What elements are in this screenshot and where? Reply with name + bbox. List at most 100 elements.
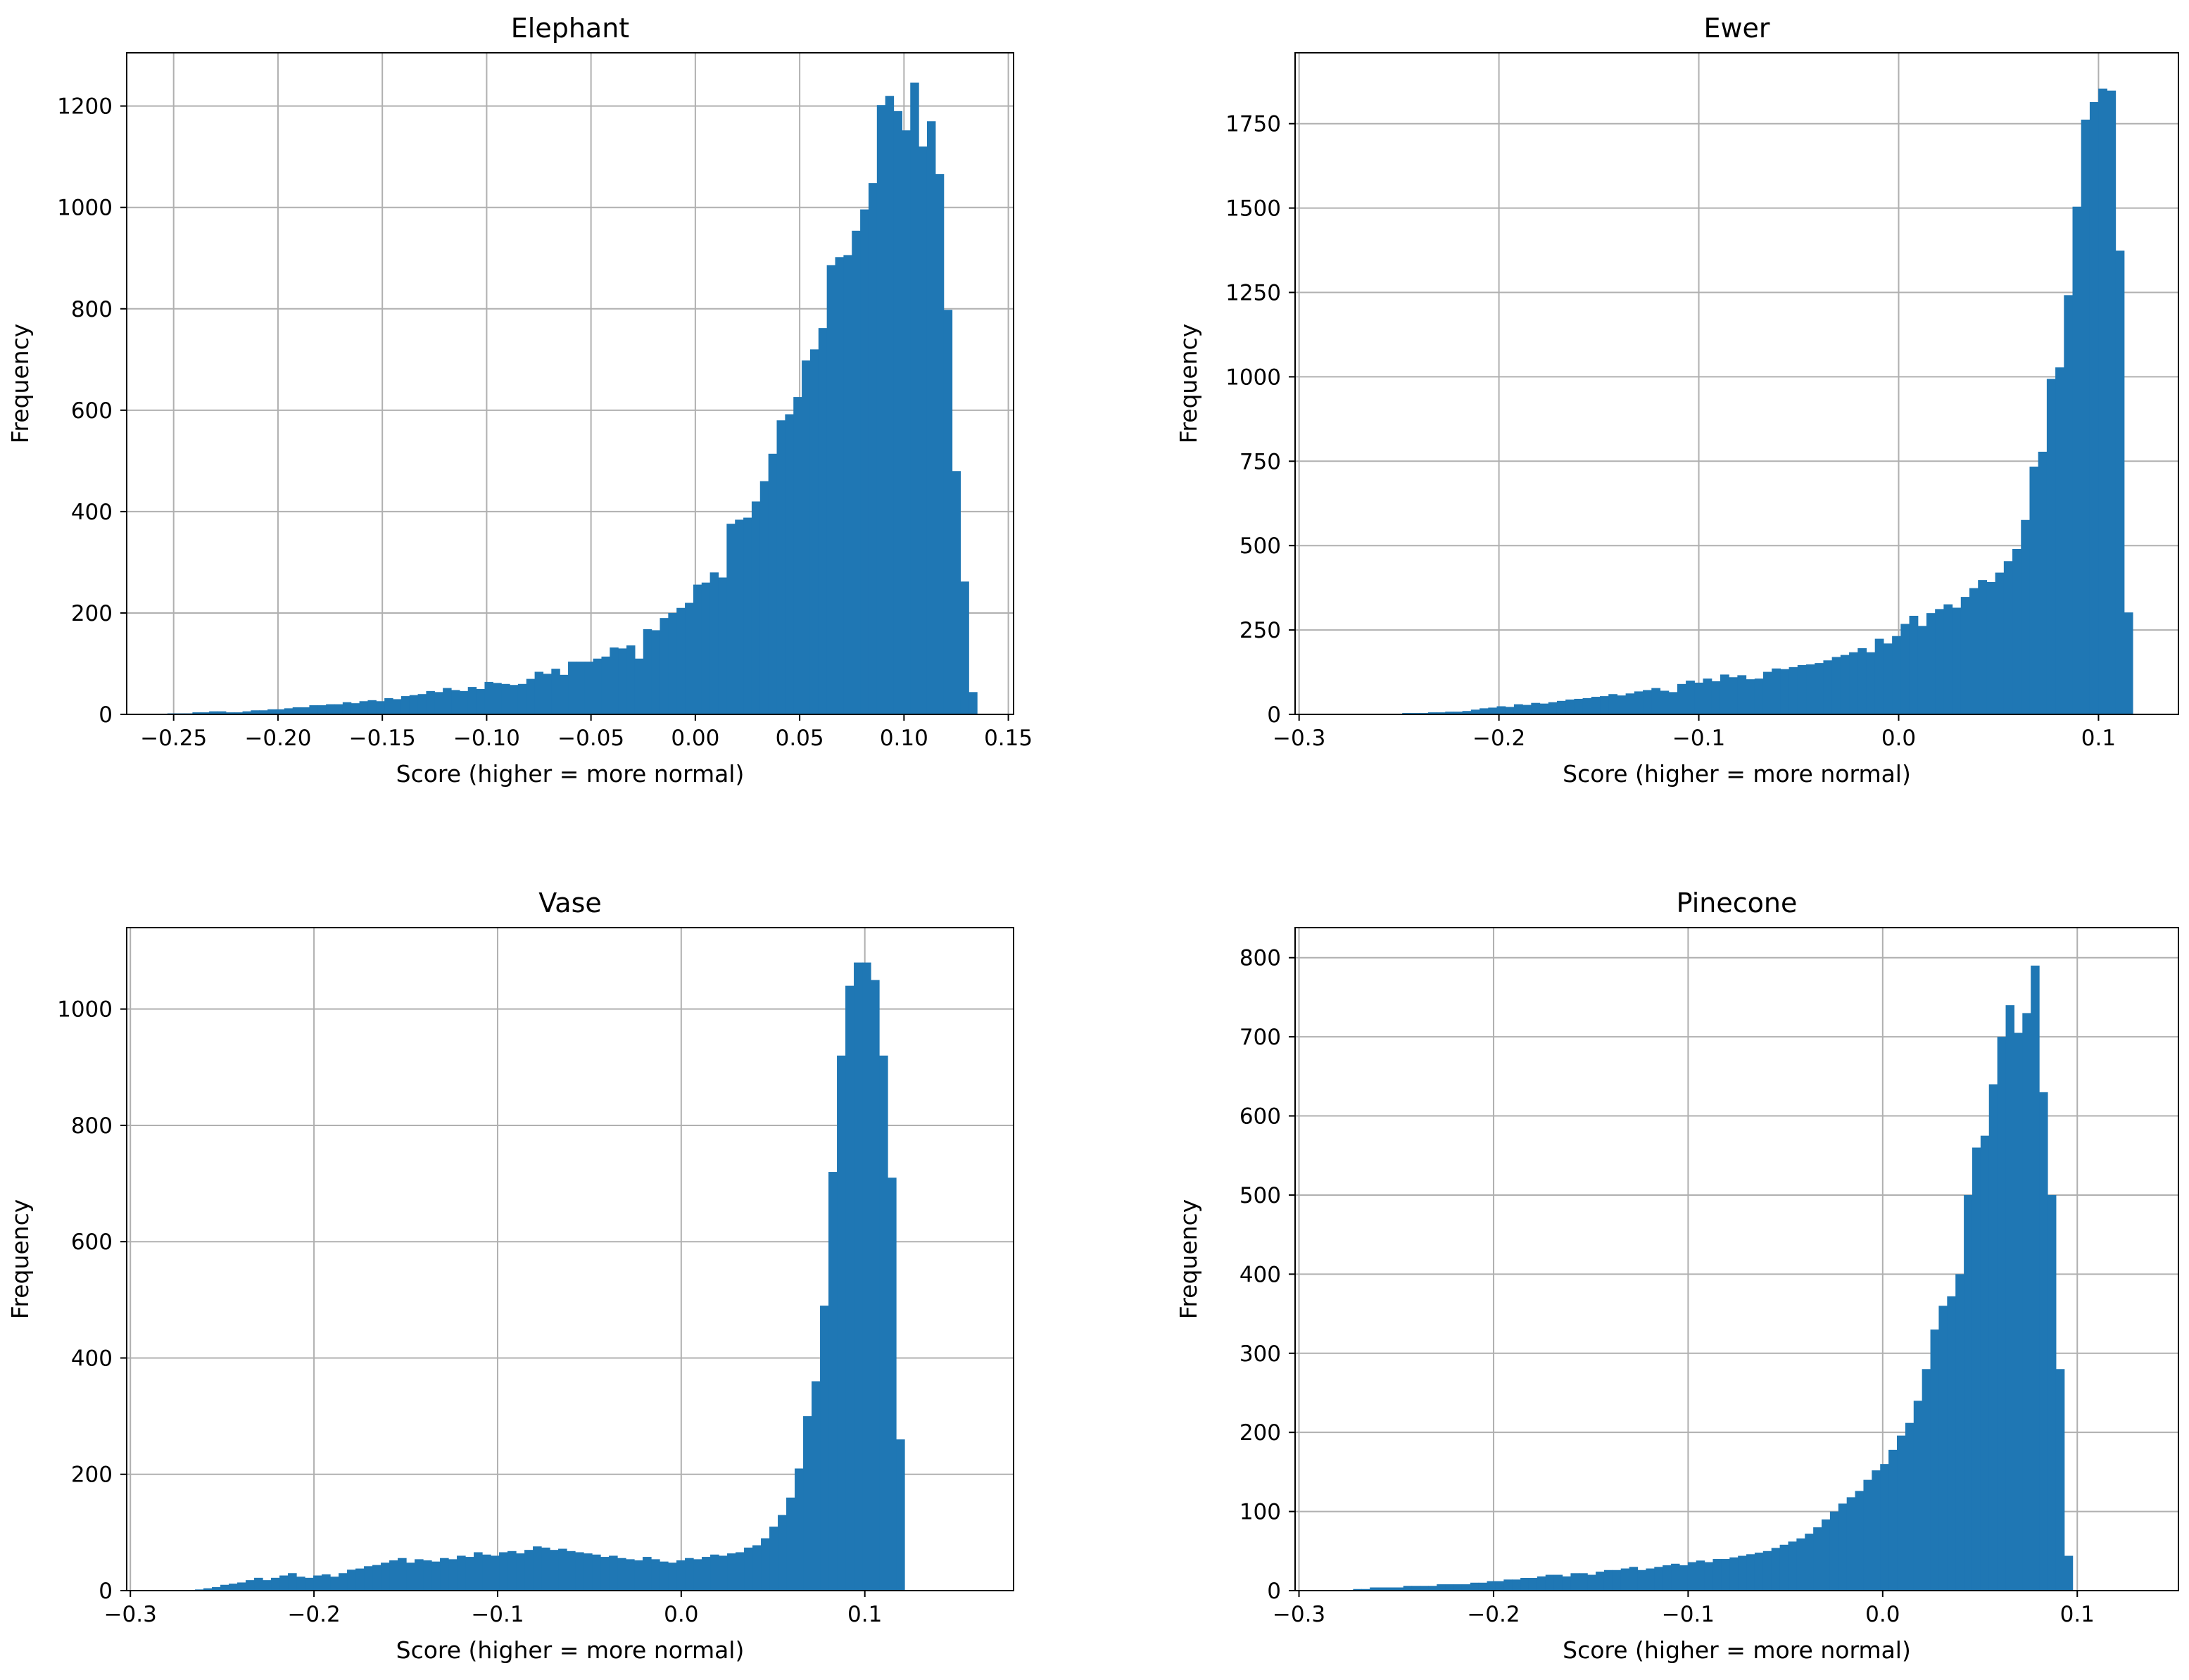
x-tick-label: 0.10 [880,726,928,751]
histogram-bar [2107,90,2117,714]
histogram-bar [1574,698,1584,714]
histogram-bar [1461,1584,1471,1591]
histogram-bar [1428,1586,1437,1591]
y-tick-label: 1000 [57,196,113,221]
histogram-bar [259,710,268,714]
histogram-bar [1772,668,1781,714]
histogram-bar [592,1554,601,1591]
histogram-bar [389,1560,398,1591]
histogram-bar [1556,700,1566,714]
histogram-bar [593,658,603,714]
chart-title: Vase [538,888,602,918]
histogram-bar [1935,609,1944,714]
histogram-bar [491,1555,500,1591]
y-tick-label: 800 [71,1113,113,1139]
histogram-bar [301,707,310,714]
histogram-bar [1663,1565,1672,1591]
y-tick-label: 600 [71,1230,113,1255]
histogram-bar [935,174,945,714]
histogram-bar [2031,965,2040,1591]
histogram-bar [828,1172,838,1591]
histogram-bar [1796,1538,1805,1591]
histogram-bar [1480,708,1489,714]
histogram-bar [1905,1422,1914,1591]
histogram-bar [1513,704,1523,714]
histogram-bar [551,669,560,714]
histogram-bar [2064,295,2074,714]
histogram-bar [1651,688,1661,714]
histogram-bar [1888,1449,1898,1591]
histogram-bar [1643,690,1652,714]
histogram-bar [501,683,510,714]
histogram-bar [517,683,527,714]
histogram-bar [1840,655,1850,714]
y-tick-label: 0 [1267,702,1281,728]
histogram-bar [524,1550,534,1591]
histogram-bar [1955,1274,1964,1591]
y-tick-label: 1500 [1225,196,1281,222]
histogram-bar [254,1577,263,1591]
x-axis-label: Score (higher = more normal) [396,1636,745,1664]
y-axis-label: Frequency [1175,1199,1202,1319]
x-tick-label: 0.0 [664,1602,698,1627]
chart-title: Pinecone [1677,888,1798,918]
histogram-bar [769,1527,778,1591]
x-tick-label: −0.1 [1662,1602,1715,1627]
histogram-bar [1603,1570,1613,1591]
histogram-bar [1703,678,1712,714]
histogram-bar [322,1574,331,1591]
histogram-bar [1754,678,1764,714]
histogram-bar [1943,604,1953,714]
histogram-bar [201,712,210,714]
histogram-bar [1679,1565,1689,1591]
histogram-bar [601,656,610,714]
histogram-bar [879,1055,888,1591]
histogram-bar [802,360,811,714]
histogram-bar [2046,379,2056,714]
histogram-bar [2055,1369,2065,1591]
chart-panel-4: −0.3 −0.2 −0.1 0.0 0.1 0 100 200 300 400 500 600 700… [1175,888,2179,1664]
histogram-bar [1829,1511,1839,1591]
histogram-bar [367,700,377,714]
histogram-bar [271,1577,280,1591]
histogram-bar [1562,1576,1572,1591]
y-tick-label: 0 [1267,1579,1281,1604]
y-axis-label: Frequency [6,324,34,443]
histogram-bar [234,712,244,714]
histogram-bar [736,1552,745,1591]
histogram-bar [1863,1479,1872,1591]
histogram-bar [1805,1534,1814,1591]
histogram-bar [482,1554,491,1591]
histogram-bar [1855,1491,1865,1591]
histogram-bar [1600,696,1609,714]
histogram-bar [1846,1497,1856,1591]
histogram-bar [1420,1586,1429,1591]
histogram-bar [342,702,352,714]
histogram-bar [1779,1544,1789,1591]
y-tick-label: 600 [1239,1104,1281,1130]
histogram-bar [1505,707,1515,714]
histogram-bar [860,209,869,714]
histogram-bar [467,687,477,714]
histogram-bar [1838,1503,1848,1591]
histogram-bar [1720,674,1729,714]
histogram-bar [1654,1567,1663,1591]
histogram-bar [1353,1589,1362,1591]
y-tick-label: 0 [99,702,113,728]
histogram-bar [735,519,744,714]
histogram-bar [417,694,427,714]
y-tick-label: 800 [71,297,113,322]
plot-frame [1294,52,2179,715]
histogram-bar [1831,657,1841,714]
histogram-bar [702,1557,711,1591]
y-tick-label: 400 [71,1346,113,1371]
histogram-bar [1462,711,1472,714]
histogram-bar [1880,1464,1889,1591]
x-tick-label: −0.2 [1467,1602,1520,1627]
histogram-bar [334,704,343,714]
histogram-bar [1634,691,1644,714]
x-axis-label: Score (higher = more normal) [396,760,745,788]
histogram-bar [1938,1306,1948,1591]
histogram-bar [651,1559,660,1591]
y-tick-label: 400 [1239,1262,1281,1287]
